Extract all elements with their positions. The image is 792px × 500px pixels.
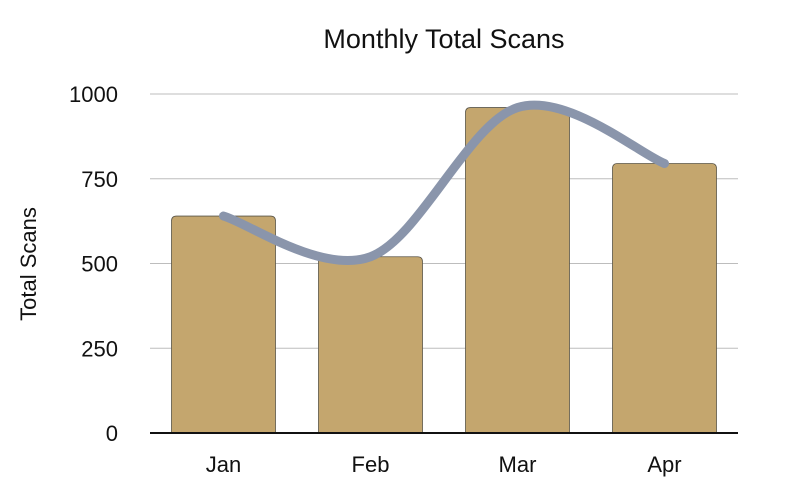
bar-apr — [612, 163, 717, 434]
bar-feb — [318, 256, 423, 434]
y-tick-label: 250 — [81, 336, 118, 361]
x-tick-label: Apr — [647, 452, 681, 477]
y-tick-label: 0 — [106, 421, 118, 446]
y-tick-label: 1000 — [69, 82, 118, 107]
x-tick-label: Feb — [352, 452, 390, 477]
y-tick-label: 500 — [81, 252, 118, 277]
x-tick-label: Mar — [499, 452, 537, 477]
y-tick-labels: 0 250 500 750 1000 — [69, 82, 118, 446]
chart-title: Monthly Total Scans — [323, 24, 564, 54]
x-tick-labels: Jan Feb Mar Apr — [206, 452, 682, 477]
trend-line — [219, 100, 669, 266]
x-tick-label: Jan — [206, 452, 241, 477]
bar-jan — [171, 215, 276, 434]
bar-mar — [465, 107, 570, 434]
y-axis-title: Total Scans — [16, 207, 41, 321]
bars — [171, 107, 717, 434]
y-tick-label: 750 — [81, 167, 118, 192]
